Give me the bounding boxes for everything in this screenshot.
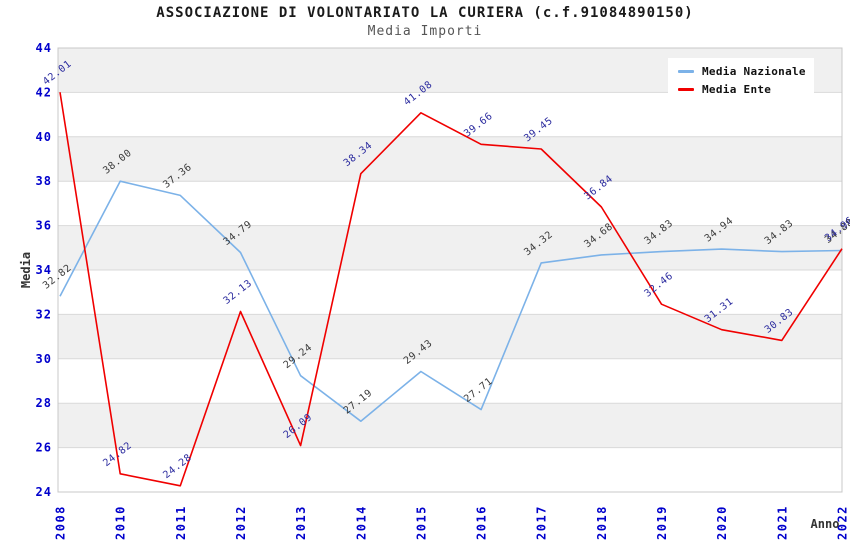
plot-border	[57, 47, 843, 493]
media-ente-line-swatch	[678, 87, 694, 91]
x-tick-label: 2018	[595, 505, 609, 540]
grid-band	[58, 403, 842, 448]
y-tick-label: 28	[36, 396, 52, 410]
x-tick-label: 2011	[174, 505, 188, 540]
y-tick-label: 26	[36, 441, 52, 455]
legend-item-media-nazionale: Media Nazionale	[668, 62, 814, 80]
legend-label: Media Ente	[702, 82, 772, 96]
y-tick-label: 36	[36, 219, 52, 233]
plot-generated-layer: 24 26 28 30 32 34 36 38 40 42 44 2008 2010 2011 2012 20…	[36, 41, 850, 540]
x-axis-title: Anno	[811, 517, 840, 531]
y-tick-label: 30	[36, 352, 52, 366]
x-tick-label: 2022	[836, 505, 850, 540]
y-tick-label: 34	[36, 263, 52, 277]
x-tick-label: 2014	[354, 505, 368, 540]
y-tick-label: 42	[36, 85, 52, 99]
y-tick-label: 40	[36, 130, 52, 144]
x-tick-label: 2017	[535, 505, 549, 540]
grid-band	[58, 358, 842, 404]
legend-item-media-ente: Media Ente	[668, 80, 814, 98]
series-line-media-ente	[59, 92, 843, 487]
y-tick-label: 38	[36, 174, 52, 188]
grid-band	[58, 314, 842, 359]
x-tick-label: 2008	[54, 505, 68, 540]
y-tick-label: 24	[36, 485, 52, 499]
y-tick-label: 32	[36, 307, 52, 321]
grid-band	[58, 136, 842, 182]
legend-label: Media Nazionale	[702, 64, 806, 78]
legend: Media Nazionale Media Ente	[668, 58, 814, 102]
series-line-media-nazionale	[59, 180, 843, 423]
x-tick-label: 2012	[234, 505, 248, 540]
grid-band	[58, 447, 842, 492]
x-tick-label: 2013	[294, 505, 308, 540]
grid-band	[58, 270, 842, 315]
x-tick-label: 2020	[715, 505, 729, 540]
x-tick-label: 2019	[655, 505, 669, 540]
x-tick-label: 2015	[414, 505, 428, 540]
x-tick-label: 2010	[114, 505, 128, 540]
chart-title: ASSOCIAZIONE DI VOLONTARIATO LA CURIERA …	[156, 5, 694, 21]
grid-band	[58, 225, 842, 270]
x-tick-label: 2021	[775, 505, 789, 540]
x-tick-label: 2016	[475, 505, 489, 540]
chart-subtitle: Media Importi	[367, 24, 483, 39]
y-axis-title: Media	[19, 252, 33, 288]
media-nazionale-line-swatch	[678, 69, 694, 73]
y-tick-label: 44	[36, 41, 52, 55]
